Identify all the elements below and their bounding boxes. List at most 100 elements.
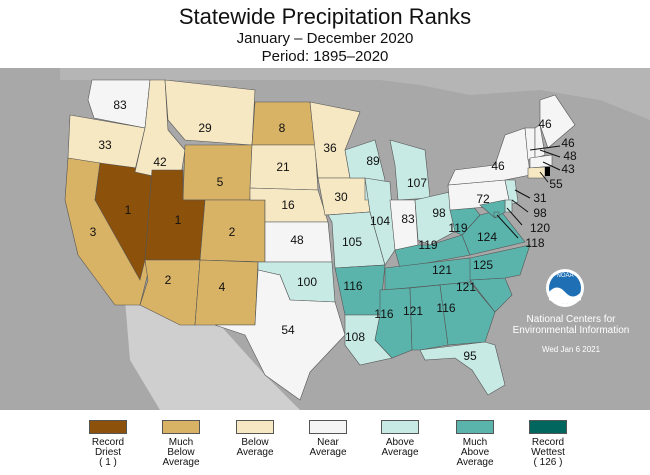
title-block: Statewide Precipitation Ranks January – … (0, 4, 650, 66)
map-title: Statewide Precipitation Ranks (178, 4, 472, 29)
attribution-org: National Centers for Environmental Infor… (512, 314, 630, 336)
rank-label-id: 42 (153, 155, 167, 169)
rank-label-mo: 105 (342, 235, 362, 249)
rank-label-wy: 5 (217, 175, 224, 189)
rank-label-il: 104 (370, 214, 390, 228)
noaa-logo: NOAA (546, 269, 584, 307)
legend-swatch (236, 420, 274, 434)
legend-label: Much Above Average (456, 437, 494, 468)
rank-label-ky: 119 (418, 238, 437, 252)
map-subtitle-months: January – December 2020 (236, 30, 414, 47)
legend-swatch (381, 420, 419, 434)
state-oh (414, 191, 459, 246)
rank-label-ks: 48 (290, 233, 304, 247)
rank-label-ga: 116 (436, 301, 455, 315)
rank-label-ny: 46 (491, 159, 505, 173)
legend-item-much-above: Much Above Average (430, 420, 520, 468)
rank-label-vt: 46 (561, 136, 575, 150)
rank-label-ct: 55 (549, 177, 563, 191)
rank-label-ma: 43 (561, 162, 575, 176)
rank-label-ut: 1 (175, 213, 182, 227)
callout-lines (496, 145, 561, 239)
legend-item-much-below: Much Below Average (136, 420, 226, 468)
map-area: 83 33 3 1 42 29 5 1 2 2 4 8 21 16 48 100 54 36 30 105 116 108… (0, 68, 650, 410)
legend-label: Near Average (309, 437, 347, 458)
legend: Record Driest ( 1 ) Much Below Average B… (0, 414, 650, 475)
legend-label: Record Wettest ( 126 ) (531, 437, 565, 468)
rank-label-fl: 95 (463, 349, 477, 363)
rank-label-sd: 21 (276, 160, 290, 174)
state-ga (439, 281, 496, 346)
rank-label-al: 121 (403, 304, 423, 318)
rank-label-mi: 107 (407, 176, 427, 190)
rank-label-az: 2 (165, 273, 172, 287)
rank-label-ar: 116 (343, 279, 362, 293)
state-mt (164, 79, 256, 146)
state-ct (527, 166, 546, 179)
state-ny (447, 127, 531, 186)
rank-label-ok: 100 (297, 275, 317, 289)
rank-label-sc: 121 (456, 280, 476, 294)
rank-label-co: 2 (229, 225, 236, 239)
legend-item-below: Below Average (210, 420, 300, 458)
rank-label-nh: 48 (563, 149, 577, 163)
rank-label-wv: 119 (448, 221, 467, 235)
legend-item-record-driest: Record Driest ( 1 ) (63, 420, 153, 468)
state-fl (419, 341, 506, 396)
state-tx (214, 269, 346, 401)
state-nh (534, 124, 546, 159)
rank-label-mt: 29 (198, 121, 212, 135)
state-me (539, 94, 576, 149)
legend-swatch (456, 420, 494, 434)
legend-swatch (309, 420, 347, 434)
rank-label-me: 46 (538, 117, 552, 131)
mexico-landmass (125, 300, 300, 410)
rank-label-nd: 8 (279, 121, 286, 135)
rank-label-tn: 121 (432, 263, 452, 277)
rank-label-la: 108 (345, 330, 365, 344)
rank-label-nv: 1 (125, 203, 132, 217)
attribution-date: Wed Jan 6 2021 (541, 345, 601, 354)
state-wy (182, 144, 253, 201)
noaa-logo-text: NOAA (556, 273, 573, 279)
rank-label-wa: 83 (113, 98, 127, 112)
legend-label: Record Driest ( 1 ) (91, 437, 125, 468)
rank-label-nc: 125 (473, 258, 493, 272)
state-nc (469, 244, 531, 281)
rank-label-or: 33 (98, 138, 112, 152)
rank-label-va: 124 (477, 230, 497, 244)
rank-label-tx: 54 (281, 323, 295, 337)
us-map: 8333314229512248211648100543630105116108… (60, 68, 650, 410)
legend-swatch (162, 420, 200, 434)
legend-label: Above Average (381, 437, 419, 458)
state-ri (545, 167, 550, 176)
map-subtitle-period: Period: 1895–2020 (261, 48, 389, 65)
canada-landmass (60, 68, 650, 120)
rank-label-nm: 4 (219, 280, 226, 294)
rank-label-in: 83 (401, 212, 415, 226)
rank-label-oh: 98 (432, 206, 446, 220)
state-nj (504, 179, 519, 206)
legend-swatch (529, 420, 567, 434)
legend-label: Much Below Average (162, 437, 200, 468)
state-mi (389, 139, 431, 201)
rank-label-dc: 118 (525, 236, 544, 250)
legend-label: Below Average (236, 437, 274, 458)
rank-label-mn: 36 (323, 141, 337, 155)
rank-label-ms: 116 (374, 307, 393, 321)
rank-label-pa: 72 (476, 192, 490, 206)
rank-label-de: 98 (533, 206, 547, 220)
state-nm (194, 259, 259, 326)
rank-label-md: 120 (530, 221, 550, 235)
state-al (409, 284, 449, 351)
rank-label-ne: 16 (281, 198, 295, 212)
legend-item-above: Above Average (355, 420, 445, 458)
rank-label-ia: 30 (334, 190, 348, 204)
state-wa (87, 79, 151, 129)
rank-label-nj: 31 (533, 191, 547, 205)
rank-label-wi: 89 (366, 154, 380, 168)
legend-item-near: Near Average (283, 420, 373, 458)
state-il (364, 177, 396, 266)
legend-item-record-wettest: Record Wettest ( 126 ) (503, 420, 593, 468)
legend-swatch (89, 420, 127, 434)
